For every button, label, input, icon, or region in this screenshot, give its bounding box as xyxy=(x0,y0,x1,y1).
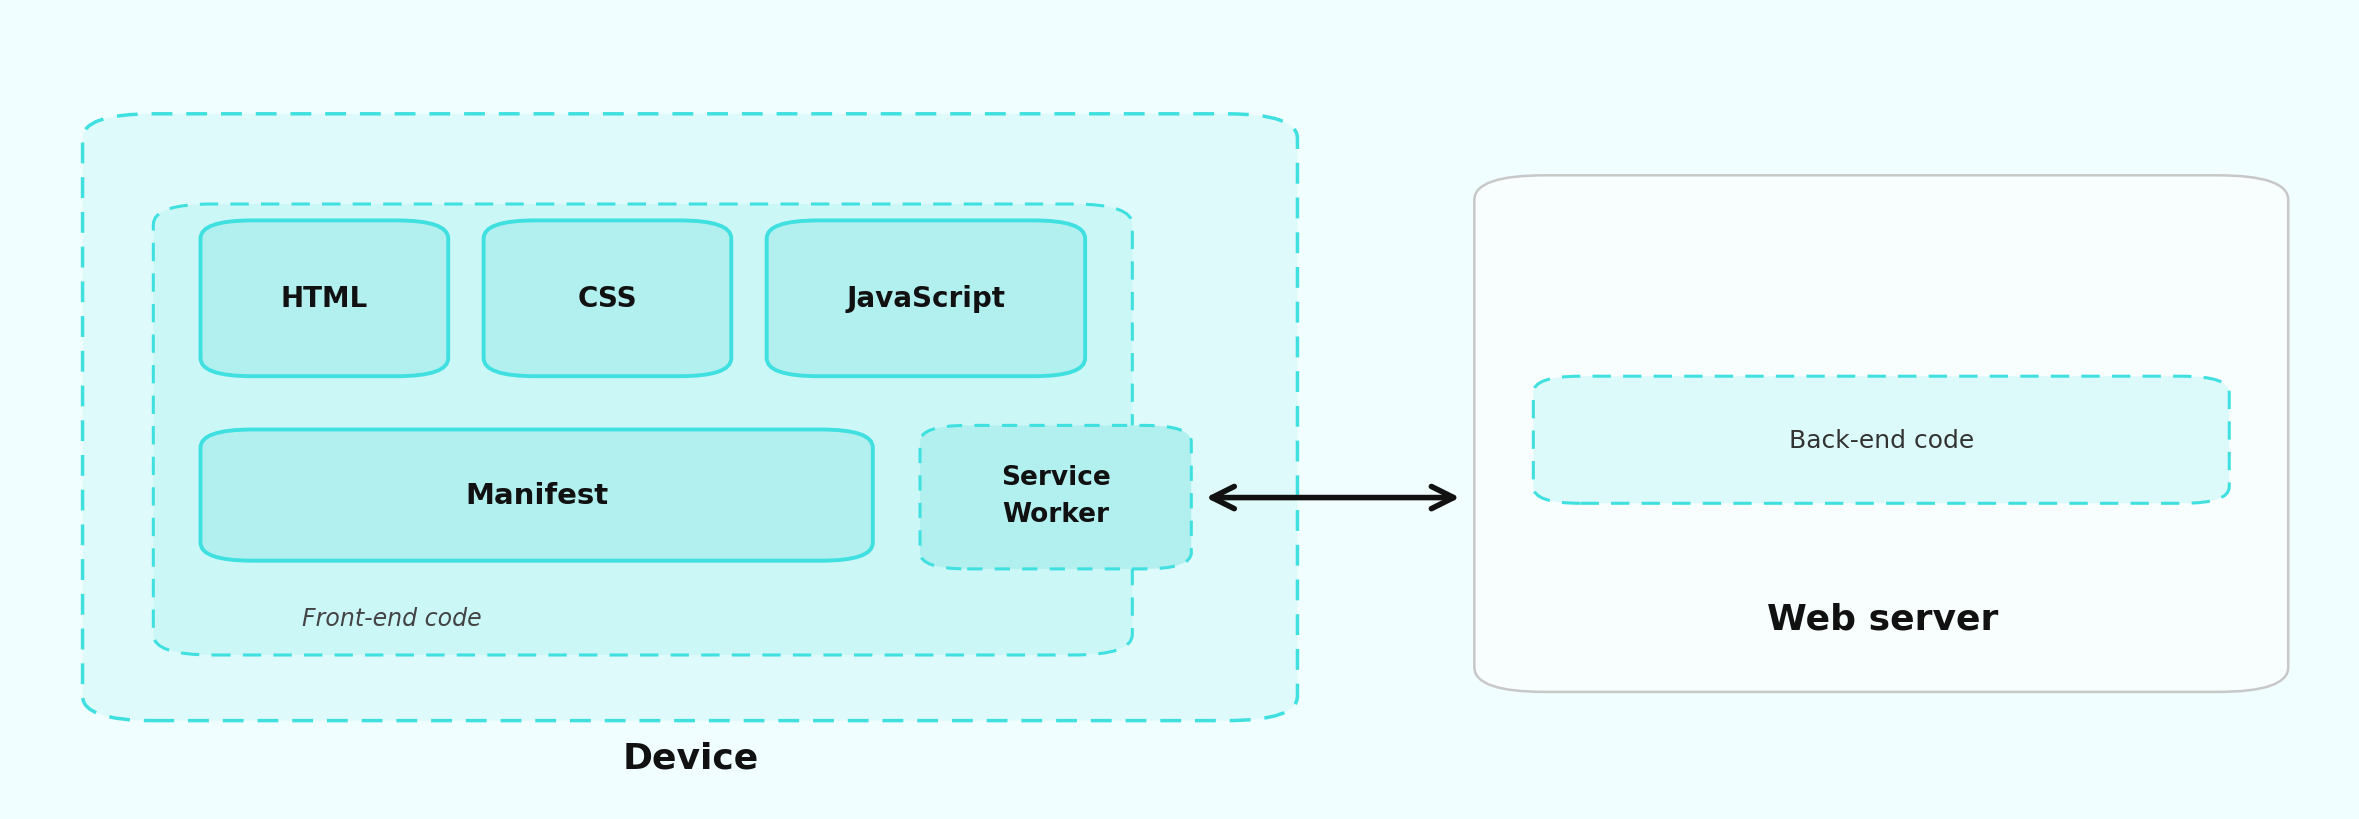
Text: Back-end code: Back-end code xyxy=(1788,428,1974,452)
Text: CSS: CSS xyxy=(578,285,637,313)
FancyBboxPatch shape xyxy=(153,205,1132,655)
FancyBboxPatch shape xyxy=(201,430,873,561)
Text: HTML: HTML xyxy=(281,285,368,313)
Text: Manifest: Manifest xyxy=(465,482,609,509)
Text: Front-end code: Front-end code xyxy=(302,606,481,631)
FancyBboxPatch shape xyxy=(83,115,1297,721)
Text: Service: Service xyxy=(1000,464,1111,490)
Text: Worker: Worker xyxy=(1003,501,1109,527)
Text: JavaScript: JavaScript xyxy=(847,285,1005,313)
FancyBboxPatch shape xyxy=(484,221,731,377)
FancyBboxPatch shape xyxy=(767,221,1085,377)
FancyBboxPatch shape xyxy=(920,426,1191,569)
Text: Device: Device xyxy=(623,740,760,775)
FancyBboxPatch shape xyxy=(1533,377,2229,504)
FancyBboxPatch shape xyxy=(1474,176,2288,692)
FancyBboxPatch shape xyxy=(201,221,448,377)
Text: Web server: Web server xyxy=(1767,601,1998,636)
